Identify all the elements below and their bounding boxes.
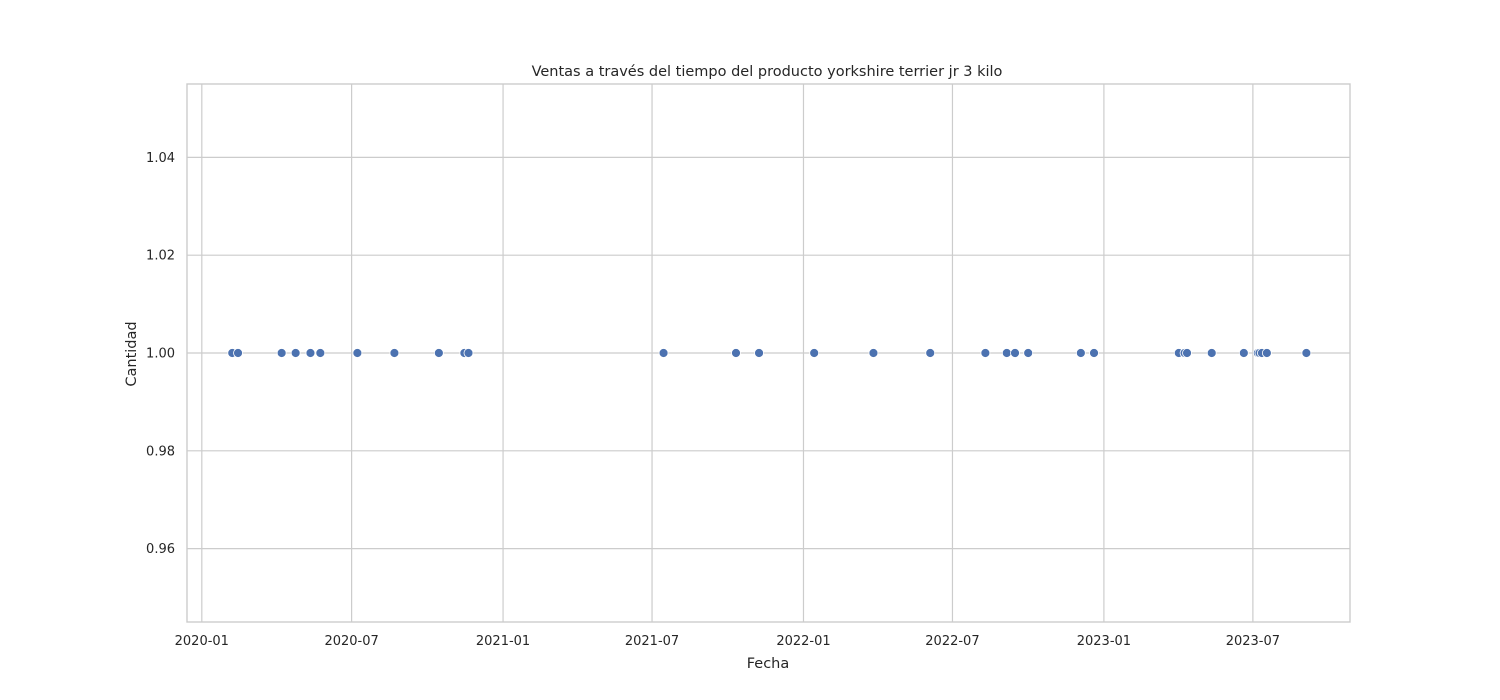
x-tick-label: 2023-01	[1077, 634, 1131, 649]
data-point	[433, 348, 444, 358]
data-point	[305, 348, 316, 358]
data-point	[1075, 348, 1086, 358]
data-point	[809, 348, 820, 358]
tick-labels: 2020-01 2020-07 2021-01 2021-07 2022-01 2022-…	[146, 151, 1280, 649]
data-point	[1001, 348, 1012, 358]
data-point	[1023, 348, 1034, 358]
data-point	[658, 348, 669, 358]
x-tick-label: 2020-07	[324, 634, 378, 649]
data-point	[1010, 348, 1020, 358]
x-tick-label: 2022-07	[925, 634, 979, 649]
data-point	[276, 348, 287, 358]
data-point	[1182, 348, 1192, 358]
data-point	[1238, 348, 1249, 358]
x-tick-label: 2020-01	[175, 634, 229, 649]
y-axis-label: Cantidad	[124, 321, 140, 386]
y-tick-label: 1.02	[146, 249, 175, 264]
data-point	[463, 348, 474, 358]
x-axis-label: Fecha	[747, 656, 790, 672]
data-point	[1206, 348, 1217, 358]
y-tick-label: 1.00	[146, 347, 175, 362]
data-point	[233, 348, 243, 358]
chart-title: Ventas a través del tiempo del producto …	[532, 64, 1003, 80]
data-point	[290, 348, 301, 358]
y-tick-label: 1.04	[146, 151, 175, 166]
x-tick-label: 2021-07	[625, 634, 679, 649]
data-point	[389, 348, 400, 358]
x-tick-label: 2023-07	[1226, 634, 1280, 649]
x-tick-label: 2022-01	[776, 634, 830, 649]
data-point	[1261, 348, 1272, 358]
data-point	[754, 348, 764, 358]
y-tick-label: 0.96	[146, 542, 175, 557]
data-point	[315, 348, 326, 358]
plot-frame	[186, 83, 1351, 623]
data-point	[1301, 348, 1312, 358]
y-tick-label: 0.98	[146, 444, 175, 459]
grid	[187, 84, 1350, 622]
x-tick-label: 2021-01	[476, 634, 530, 649]
data-points	[227, 348, 1312, 358]
data-point	[980, 348, 991, 358]
data-point	[352, 348, 363, 358]
data-point	[731, 348, 741, 358]
data-point	[925, 348, 936, 358]
data-point	[1089, 348, 1099, 358]
data-point	[868, 348, 879, 358]
